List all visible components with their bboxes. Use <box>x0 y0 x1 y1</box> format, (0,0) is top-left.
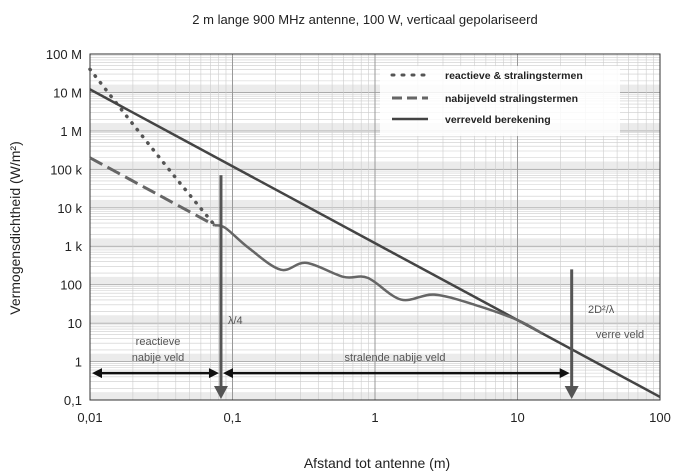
y-tick-label: 10 k <box>57 201 82 216</box>
x-tick-label: 0,01 <box>77 410 102 425</box>
x-axis: 0,01 0,1 1 10 100 <box>77 410 671 425</box>
legend-label: nabijeveld stralingstermen <box>445 93 578 105</box>
y-tick-label: 10 <box>68 316 82 331</box>
x-axis-label: Afstand tot antenne (m) <box>304 455 450 471</box>
y-tick-label: 0,1 <box>64 393 82 408</box>
arrow-right-icon <box>559 368 570 379</box>
y-tick-label: 1 k <box>65 239 83 254</box>
series <box>88 67 661 399</box>
y-tick-label: 1 <box>75 355 82 370</box>
x-tick-label: 0,1 <box>223 410 241 425</box>
chart-title: 2 m lange 900 MHz antenne, 100 W, vertic… <box>192 12 537 27</box>
region-reactive-label-2: nabije veld <box>132 352 185 364</box>
arrow-right-icon <box>208 368 219 379</box>
arrow-down-icon <box>213 386 228 399</box>
y-tick-label: 10 M <box>53 85 82 100</box>
y-tick-label: 1 M <box>60 124 82 139</box>
region-reactive-label-1: reactieve <box>136 336 181 348</box>
y-tick-label: 100 <box>60 278 82 293</box>
far-boundary-label: 2D²/λ <box>588 304 615 316</box>
y-axis: 100 M 10 M 1 M 100 k 10 k 1 k 100 10 1 0,1 <box>46 47 83 408</box>
series-line-2 <box>89 88 661 399</box>
x-tick-label: 1 <box>371 410 378 425</box>
region-radiating-label: stralende nabije veld <box>345 352 446 364</box>
annotations: λ/4 2D²/λ reactieve nabije veld stralend… <box>92 175 644 399</box>
y-tick-label: 100 M <box>46 47 82 62</box>
arrow-left-icon <box>222 368 233 379</box>
plot-frame <box>89 53 661 401</box>
lambda4-label: λ/4 <box>228 315 243 327</box>
series-line-0 <box>88 67 217 228</box>
y-axis-label: Vermogensdichtheid (W/m²) <box>7 141 23 315</box>
legend-label: reactieve & stralingstermen <box>445 70 583 82</box>
x-tick-label: 10 <box>510 410 524 425</box>
legend: reactieve & stralingstermen nabijeveld s… <box>380 66 620 136</box>
arrow-down-icon <box>564 386 579 399</box>
arrow-left-icon <box>92 368 102 379</box>
series-line-1 <box>89 156 216 227</box>
legend-label: verreveld berekening <box>445 114 551 126</box>
x-tick-label: 100 <box>649 410 671 425</box>
y-tick-label: 100 k <box>50 162 82 177</box>
region-far-label: verre veld <box>596 329 644 341</box>
series-line-3 <box>214 224 544 335</box>
